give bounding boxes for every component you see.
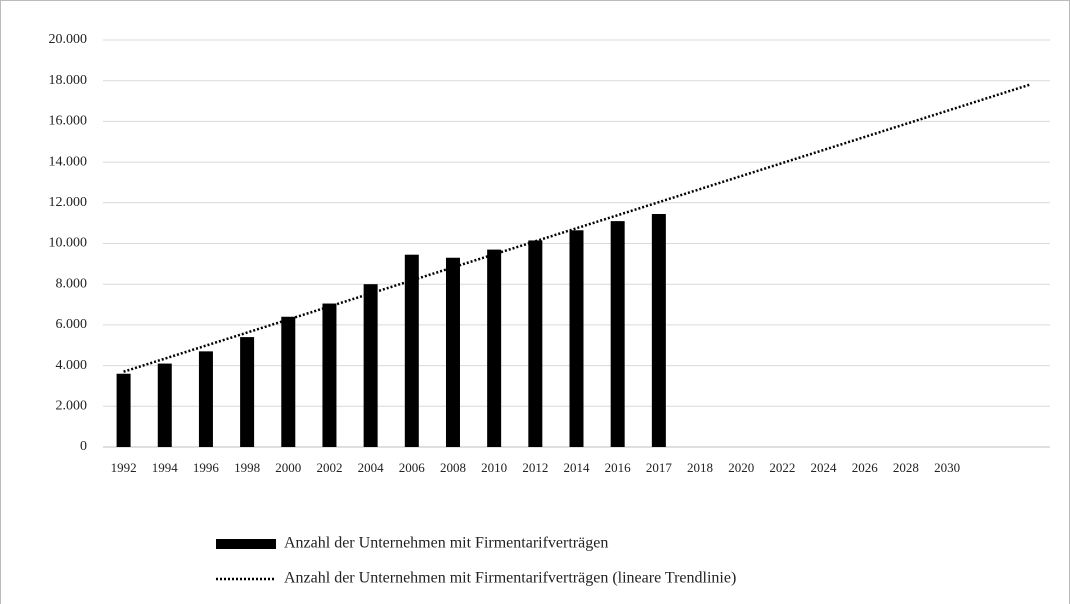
bar xyxy=(198,351,213,447)
x-tick-label: 1998 xyxy=(234,460,260,475)
bar xyxy=(116,373,131,447)
x-tick-label: 1996 xyxy=(193,460,220,475)
x-tick-label: 2004 xyxy=(358,460,385,475)
y-tick-label: 6.000 xyxy=(56,317,88,332)
x-tick-label: 2010 xyxy=(481,460,507,475)
x-tick-label: 2000 xyxy=(275,460,301,475)
x-tick-label: 2016 xyxy=(605,460,632,475)
x-tick-label: 2018 xyxy=(687,460,713,475)
x-tick-label: 2024 xyxy=(811,460,838,475)
y-tick-label: 12.000 xyxy=(49,195,88,210)
y-tick-label: 14.000 xyxy=(49,154,88,169)
x-tick-label: 1992 xyxy=(111,460,137,475)
x-tick-label: 2030 xyxy=(934,460,960,475)
y-tick-label: 4.000 xyxy=(56,358,88,373)
y-tick-label: 18.000 xyxy=(49,73,88,88)
bar xyxy=(281,316,296,447)
x-tick-label: 2008 xyxy=(440,460,466,475)
x-tick-label: 1994 xyxy=(152,460,179,475)
bar xyxy=(240,337,255,447)
y-tick-label: 2.000 xyxy=(56,399,88,414)
bar xyxy=(569,230,584,447)
x-tick-label: 2022 xyxy=(769,460,795,475)
x-tick-label: 2006 xyxy=(399,460,426,475)
x-tick-label: 2002 xyxy=(316,460,342,475)
bar xyxy=(157,363,172,447)
y-tick-label: 20.000 xyxy=(49,32,88,47)
bar xyxy=(610,221,625,447)
y-tick-label: 16.000 xyxy=(49,114,88,129)
x-tick-label: 2017 xyxy=(646,460,673,475)
x-tick-label: 2028 xyxy=(893,460,919,475)
x-tick-label: 2020 xyxy=(728,460,754,475)
bar xyxy=(528,240,543,447)
legend-swatch xyxy=(216,539,276,549)
bar xyxy=(445,257,460,447)
bar xyxy=(651,213,666,447)
bar xyxy=(322,303,337,447)
x-tick-label: 2026 xyxy=(852,460,879,475)
y-tick-label: 10.000 xyxy=(49,236,88,251)
bar xyxy=(363,284,378,447)
bar xyxy=(487,249,502,447)
bar xyxy=(404,254,419,447)
x-tick-label: 2012 xyxy=(522,460,548,475)
legend-label: Anzahl der Unternehmen mit Firmentarifve… xyxy=(284,570,736,587)
x-tick-label: 2014 xyxy=(564,460,591,475)
y-tick-label: 0 xyxy=(80,439,87,454)
y-tick-label: 8.000 xyxy=(56,276,88,291)
legend-label: Anzahl der Unternehmen mit Firmentarifve… xyxy=(284,535,608,552)
